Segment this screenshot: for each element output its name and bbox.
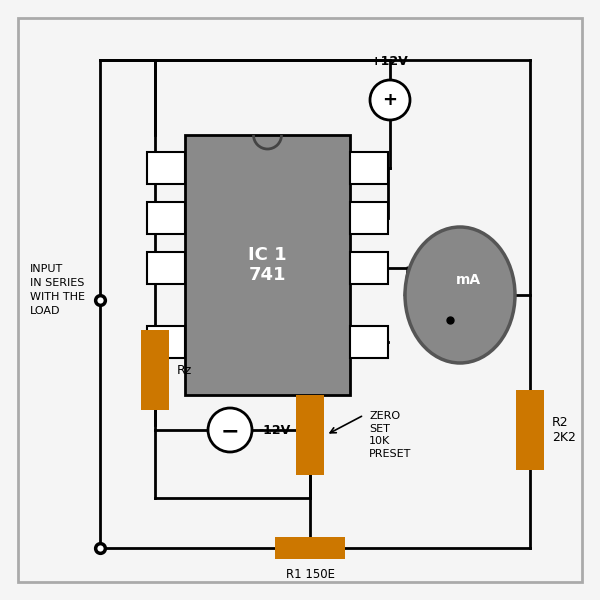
Text: ZERO
SET
10K
PRESET: ZERO SET 10K PRESET [369,412,412,458]
Bar [147,152,185,184]
Bar [350,152,388,184]
Bar [350,202,388,234]
Bar [147,202,185,234]
Text: R2
2K2: R2 2K2 [552,416,576,444]
Ellipse shape [405,227,515,363]
Text: IC 1
741: IC 1 741 [248,245,287,284]
Circle shape [370,80,410,120]
Bar [141,330,169,410]
Text: Rz: Rz [177,364,192,377]
Text: R1 150E: R1 150E [286,568,335,581]
Bar [350,326,388,358]
Text: mA: mA [455,273,481,287]
Bar [147,252,185,284]
Circle shape [208,408,252,452]
Bar [275,537,345,559]
Text: −: − [221,421,239,441]
Bar [296,395,324,475]
Text: +: + [383,91,398,109]
Text: +12V: +12V [371,55,409,68]
Text: INPUT
IN SERIES
WITH THE
LOAD: INPUT IN SERIES WITH THE LOAD [30,264,85,316]
Bar [185,135,350,395]
Bar [350,252,388,284]
Text: -12V: -12V [258,424,290,437]
Bar [147,326,185,358]
Bar [516,390,544,470]
